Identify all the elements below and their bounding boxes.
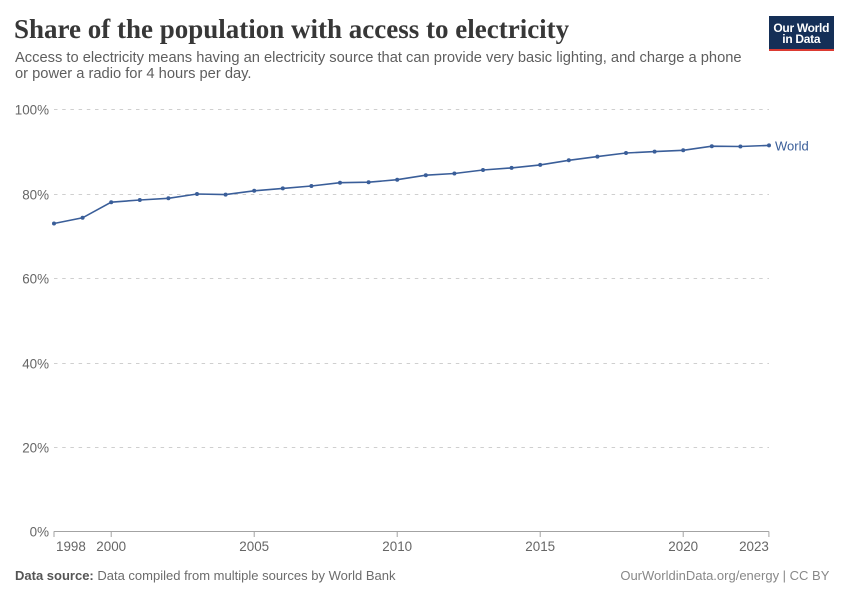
svg-text:0%: 0% — [30, 525, 49, 540]
svg-text:World: World — [775, 138, 809, 153]
svg-text:80%: 80% — [22, 188, 49, 203]
svg-text:2023: 2023 — [739, 539, 769, 554]
svg-text:60%: 60% — [22, 272, 49, 287]
svg-text:40%: 40% — [22, 357, 49, 372]
svg-text:2000: 2000 — [96, 539, 126, 554]
svg-text:1998: 1998 — [56, 539, 86, 554]
svg-text:2020: 2020 — [668, 539, 698, 554]
svg-text:2005: 2005 — [239, 539, 269, 554]
svg-text:20%: 20% — [22, 441, 49, 456]
svg-text:2010: 2010 — [382, 539, 412, 554]
svg-text:100%: 100% — [15, 103, 49, 118]
svg-text:2015: 2015 — [525, 539, 555, 554]
